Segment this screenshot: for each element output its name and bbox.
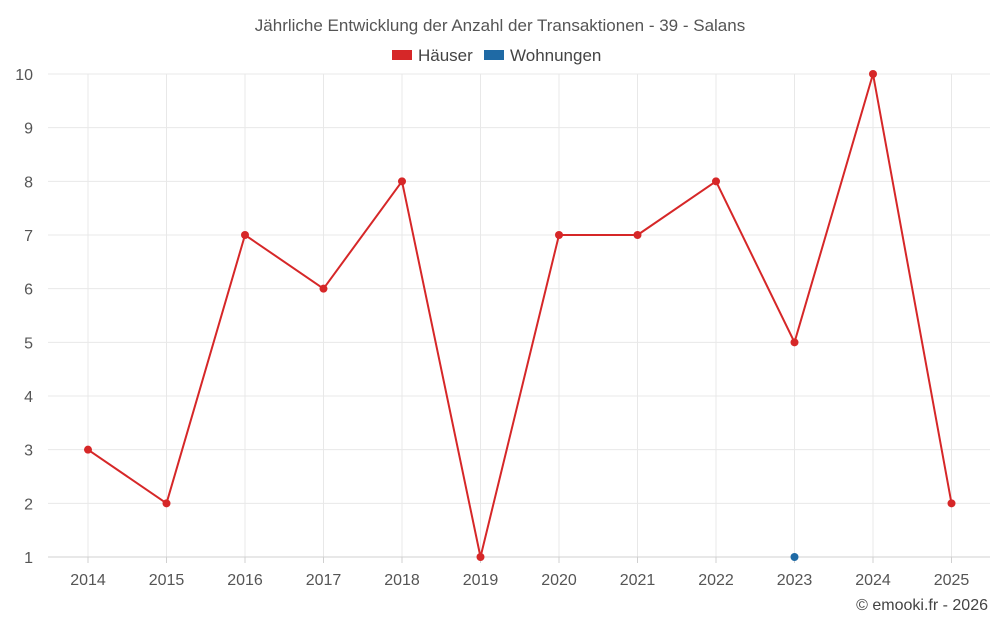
series-points <box>84 70 956 561</box>
x-tick-label: 2020 <box>541 572 577 589</box>
x-gridlines <box>87 74 952 557</box>
x-tick-labels: 2014 2015 2016 2017 2018 2019 2020 2021 2022 2023… <box>70 572 969 589</box>
data-point-haeuser-2018[interactable] <box>398 177 406 186</box>
data-point-haeuser-2020[interactable] <box>555 231 563 239</box>
x-tick-label: 2021 <box>620 572 656 589</box>
x-tick-label: 2018 <box>384 572 420 589</box>
chart-title: Jährliche Entwicklung der Anzahl der Tra… <box>255 16 745 35</box>
data-point-haeuser-2015[interactable] <box>162 499 171 508</box>
legend-label-wohnungen[interactable]: Wohnungen <box>510 46 601 65</box>
y-tick-label: 2 <box>24 496 33 513</box>
legend-swatch-haeuser <box>392 50 412 60</box>
legend-label-haeuser[interactable]: Häuser <box>418 46 473 65</box>
data-point-haeuser-2014[interactable] <box>84 445 92 454</box>
y-tick-label: 6 <box>24 282 33 299</box>
series-lines <box>87 73 953 558</box>
legend[interactable]: Häuser Wohnungen <box>392 46 601 65</box>
data-point-haeuser-2023[interactable] <box>790 338 799 347</box>
data-point-wohnungen-2023[interactable] <box>790 553 799 561</box>
y-tick-label: 3 <box>24 443 33 460</box>
y-tick-label: 4 <box>24 389 33 406</box>
axes <box>48 556 990 563</box>
data-point-haeuser-2017[interactable] <box>319 284 328 293</box>
data-point-haeuser-2016[interactable] <box>241 231 249 239</box>
data-point-haeuser-2024[interactable] <box>869 70 877 78</box>
y-tick-label: 8 <box>24 174 33 191</box>
series-line-haeuser <box>87 73 953 558</box>
x-tick-label: 2019 <box>463 572 499 589</box>
y-tick-label: 1 <box>24 550 33 567</box>
x-tick-label: 2025 <box>934 572 970 589</box>
y-gridlines <box>48 73 990 504</box>
y-tick-labels: 1 2 3 4 5 6 7 8 9 10 <box>15 67 33 567</box>
data-point-haeuser-2022[interactable] <box>712 177 720 186</box>
data-point-haeuser-2025[interactable] <box>947 499 956 508</box>
x-tick-label: 2023 <box>777 572 813 589</box>
data-point-haeuser-2021[interactable] <box>633 231 642 239</box>
x-tick-label: 2015 <box>149 572 185 589</box>
x-tick-label: 2024 <box>855 572 891 589</box>
y-tick-label: 7 <box>24 228 33 245</box>
y-tick-label: 10 <box>15 67 33 84</box>
x-tick-label: 2017 <box>306 572 342 589</box>
legend-swatch-wohnungen <box>484 50 504 60</box>
credit-text: © emooki.fr - 2026 <box>856 597 988 614</box>
y-tick-label: 5 <box>24 335 33 352</box>
x-tick-label: 2016 <box>227 572 263 589</box>
x-tick-label: 2022 <box>698 572 734 589</box>
x-tick-label: 2014 <box>70 572 106 589</box>
data-point-haeuser-2019[interactable] <box>476 553 485 561</box>
y-tick-label: 9 <box>24 121 33 138</box>
